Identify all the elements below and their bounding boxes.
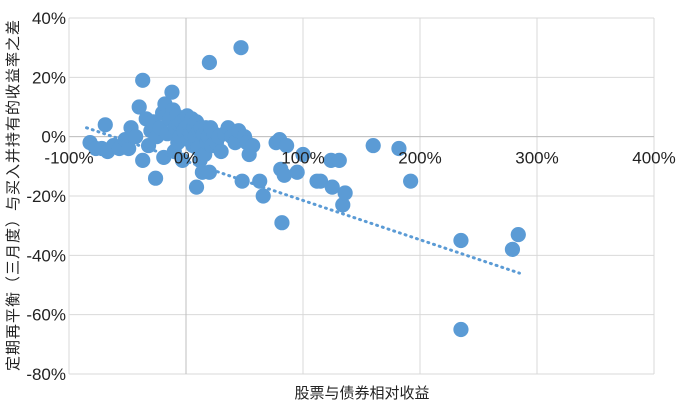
data-point: [453, 321, 469, 338]
x-tick-label: 200%: [398, 149, 441, 168]
data-point: [504, 241, 521, 257]
data-point: [331, 152, 347, 168]
y-tick-label: 0%: [41, 128, 66, 147]
data-point: [97, 117, 113, 133]
data-point: [365, 137, 381, 154]
scatter-points: [82, 40, 526, 338]
data-point: [510, 226, 526, 243]
x-tick-labels: -100% 0% 100% 200% 300% 400%: [44, 149, 675, 168]
data-point: [128, 129, 144, 145]
y-tick-label: 40%: [32, 9, 66, 28]
data-point: [289, 164, 305, 180]
data-point: [403, 173, 419, 189]
data-point: [234, 173, 250, 189]
x-tick-label: -100%: [44, 149, 93, 168]
grid-lines: [68, 17, 655, 375]
data-point: [391, 140, 407, 157]
y-tick-label: -80%: [26, 365, 66, 384]
data-point: [274, 215, 290, 231]
y-axis-title: 定期再平衡（三月度）与买入并持有的收益率之差: [4, 19, 22, 371]
data-point: [164, 84, 180, 100]
data-point: [276, 167, 292, 183]
data-point: [337, 185, 353, 201]
x-tick-label: 100%: [281, 149, 324, 168]
data-point: [335, 197, 351, 213]
y-tick-label: -20%: [26, 187, 66, 206]
data-point: [453, 232, 469, 249]
data-point: [201, 54, 217, 71]
x-tick-label: 0%: [174, 149, 199, 168]
data-point: [295, 146, 311, 163]
x-axis-title: 股票与债券相对收益: [294, 384, 429, 402]
data-point: [201, 164, 217, 180]
trendline: [85, 126, 521, 275]
data-point: [255, 188, 271, 204]
data-point: [213, 143, 229, 160]
data-point: [131, 99, 147, 115]
x-tick-label: 300%: [515, 149, 558, 168]
data-point: [147, 170, 164, 186]
data-point: [245, 137, 261, 154]
data-point: [135, 72, 151, 88]
data-point: [324, 179, 340, 195]
data-point: [188, 179, 205, 195]
y-tick-label: -60%: [26, 306, 66, 325]
data-point: [135, 152, 151, 168]
data-point: [312, 173, 329, 189]
data-point: [233, 40, 249, 56]
data-point: [279, 137, 295, 154]
x-tick-label: 400%: [632, 149, 675, 168]
y-tick-labels: 40% 20% 0% -20% -40% -60% -80%: [26, 9, 66, 384]
y-tick-label: -40%: [26, 246, 66, 265]
y-tick-label: 20%: [32, 68, 66, 87]
